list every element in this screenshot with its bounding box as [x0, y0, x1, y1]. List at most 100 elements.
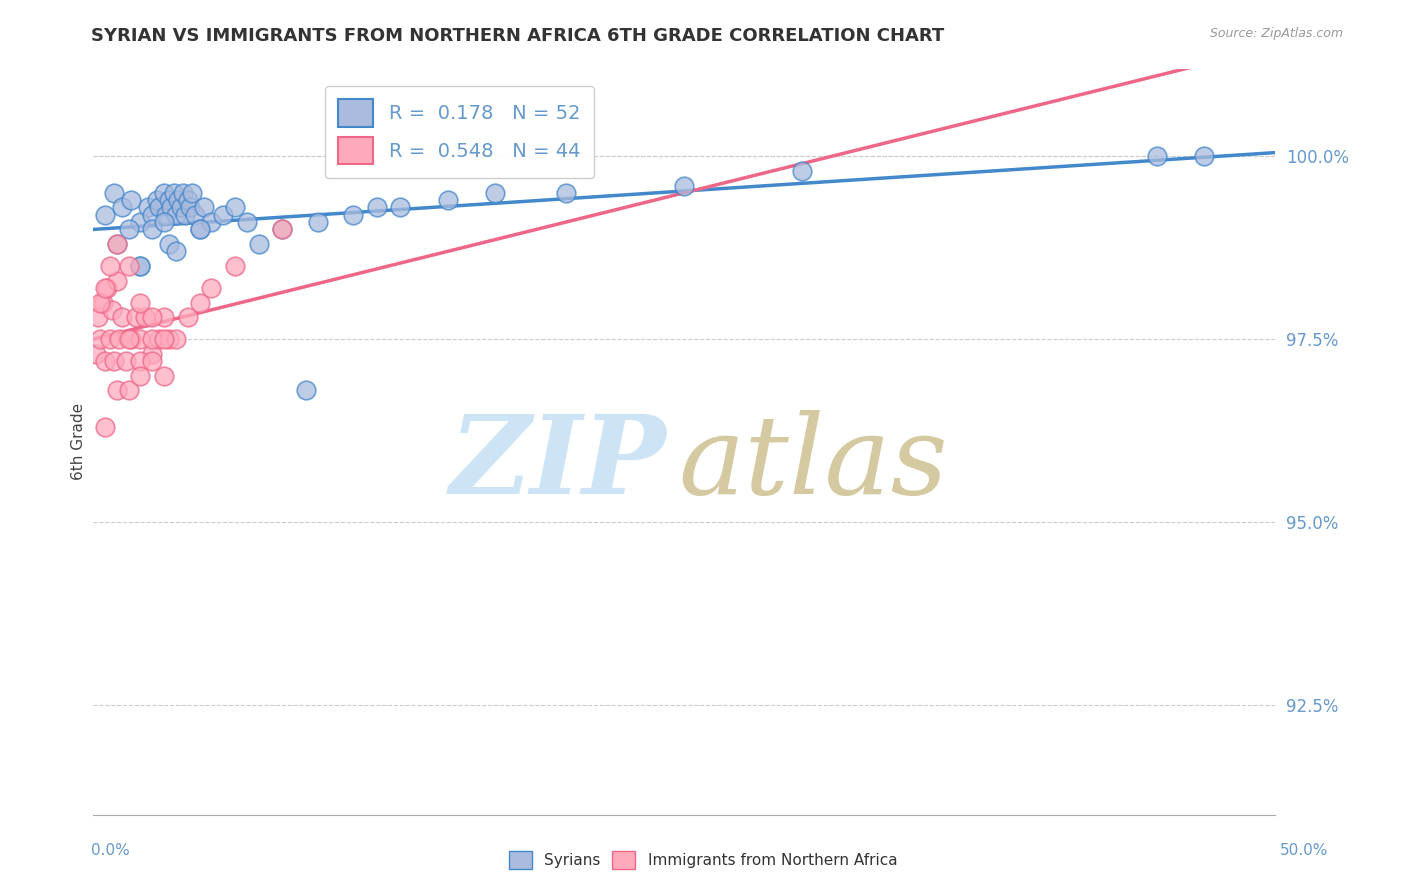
Point	[87, 310, 110, 325]
Point	[160, 201, 183, 215]
Point	[484, 186, 506, 200]
Point	[89, 332, 111, 346]
Point	[179, 201, 201, 215]
Point	[162, 186, 184, 200]
Point	[84, 347, 107, 361]
Point	[89, 295, 111, 310]
Point	[91, 295, 114, 310]
Point	[554, 186, 576, 200]
Text: 0.0%: 0.0%	[91, 843, 131, 858]
Point	[94, 281, 117, 295]
Point	[790, 164, 813, 178]
Point	[224, 259, 246, 273]
Point	[1146, 149, 1168, 163]
Point	[129, 215, 152, 229]
Point	[1192, 149, 1215, 163]
Point	[271, 222, 294, 236]
Point	[295, 384, 318, 398]
Point	[389, 201, 412, 215]
Point	[157, 193, 180, 207]
Point	[193, 201, 215, 215]
Point	[212, 208, 235, 222]
Point	[236, 215, 259, 229]
Point	[141, 222, 163, 236]
Point	[141, 208, 163, 222]
Point	[184, 208, 207, 222]
Legend: R =  0.178   N = 52, R =  0.548   N = 44: R = 0.178 N = 52, R = 0.548 N = 44	[325, 86, 595, 178]
Text: Source: ZipAtlas.com: Source: ZipAtlas.com	[1209, 27, 1343, 40]
Point	[96, 281, 118, 295]
Point	[165, 244, 187, 259]
Point	[94, 208, 117, 222]
Point	[177, 193, 200, 207]
Point	[98, 332, 121, 346]
Point	[146, 193, 169, 207]
Point	[200, 215, 222, 229]
Y-axis label: 6th Grade: 6th Grade	[72, 403, 86, 480]
Point	[129, 332, 152, 346]
Point	[148, 201, 170, 215]
Point	[120, 332, 142, 346]
Point	[117, 384, 139, 398]
Point	[129, 295, 152, 310]
Point	[165, 332, 187, 346]
Point	[155, 208, 177, 222]
Point	[271, 222, 294, 236]
Point	[141, 332, 163, 346]
Point	[153, 310, 176, 325]
Point	[188, 222, 211, 236]
Text: SYRIAN VS IMMIGRANTS FROM NORTHERN AFRICA 6TH GRADE CORRELATION CHART: SYRIAN VS IMMIGRANTS FROM NORTHERN AFRIC…	[91, 27, 945, 45]
Point	[153, 186, 176, 200]
Point	[436, 193, 458, 207]
Point	[105, 384, 128, 398]
Point	[125, 310, 148, 325]
Point	[101, 302, 124, 317]
Text: 50.0%: 50.0%	[1281, 843, 1329, 858]
Point	[307, 215, 329, 229]
Point	[188, 222, 211, 236]
Point	[247, 237, 270, 252]
Point	[129, 259, 152, 273]
Point	[366, 201, 388, 215]
Point	[136, 201, 159, 215]
Point	[129, 368, 152, 383]
Point	[108, 332, 131, 346]
Point	[115, 354, 138, 368]
Point	[141, 310, 163, 325]
Point	[117, 332, 139, 346]
Point	[188, 295, 211, 310]
Point	[153, 368, 176, 383]
Point	[169, 201, 191, 215]
Text: atlas: atlas	[678, 410, 948, 517]
Point	[181, 186, 204, 200]
Legend: Syrians, Immigrants from Northern Africa: Syrians, Immigrants from Northern Africa	[502, 845, 904, 875]
Point	[105, 237, 128, 252]
Text: ZIP: ZIP	[450, 410, 666, 517]
Point	[167, 193, 190, 207]
Point	[153, 332, 176, 346]
Point	[224, 201, 246, 215]
Point	[157, 332, 180, 346]
Point	[174, 208, 197, 222]
Point	[98, 259, 121, 273]
Point	[342, 208, 364, 222]
Point	[120, 193, 142, 207]
Point	[172, 186, 194, 200]
Point	[129, 354, 152, 368]
Point	[110, 201, 132, 215]
Point	[105, 274, 128, 288]
Point	[103, 186, 125, 200]
Point	[94, 354, 117, 368]
Point	[141, 347, 163, 361]
Point	[200, 281, 222, 295]
Point	[117, 259, 139, 273]
Point	[94, 420, 117, 434]
Point	[153, 215, 176, 229]
Point	[110, 310, 132, 325]
Point	[672, 178, 695, 193]
Point	[129, 259, 152, 273]
Point	[103, 354, 125, 368]
Point	[141, 354, 163, 368]
Point	[177, 310, 200, 325]
Point	[134, 310, 156, 325]
